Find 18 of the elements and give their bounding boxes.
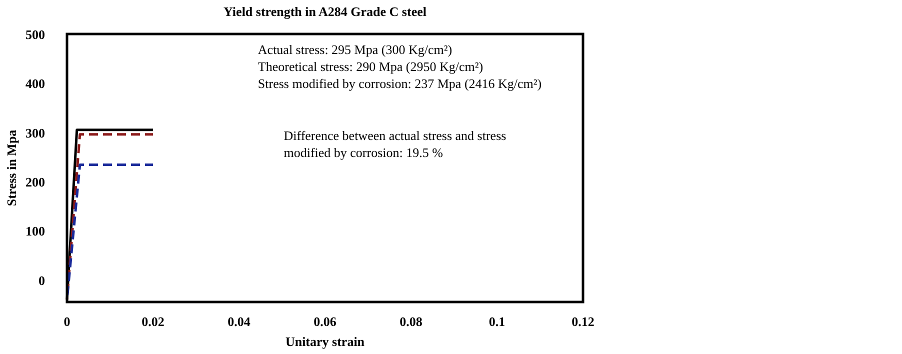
x-axis-title: Unitary strain: [285, 334, 366, 349]
annotation: Difference between actual stress and stress modified by corrosion: 19.5 %: [284, 128, 506, 160]
x-tick-label: 0.02: [142, 314, 164, 329]
x-tick-label: 0.06: [314, 314, 337, 329]
y-tick-label: 300: [26, 125, 45, 140]
y-tick-label: 400: [26, 76, 45, 92]
annotation: Actual stress: 295 Mpa (300 Kg/cm²) Theoretical stress: 290 Mpa (2950 Kg/cm²) Stress modified by corrosion: 237 Mpa (2416 Kg/cm²): [258, 42, 542, 91]
y-tick-label: 500: [26, 27, 45, 42]
y-tick-label: 200: [26, 174, 45, 190]
y-tick-label: 0: [38, 272, 45, 288]
x-tick-label: 0.04: [228, 314, 251, 329]
y-axis-title: Stress in Mpa: [4, 129, 19, 206]
chart-title: Yield strength in A284 Grade C steel: [224, 4, 427, 19]
x-tick-label: 0: [64, 314, 70, 329]
y-tick-label: 100: [26, 224, 45, 239]
x-tick-label: 0.1: [488, 314, 506, 329]
x-tick-label: 0.08: [400, 314, 423, 329]
x-tick-label: 0.12: [572, 314, 594, 329]
